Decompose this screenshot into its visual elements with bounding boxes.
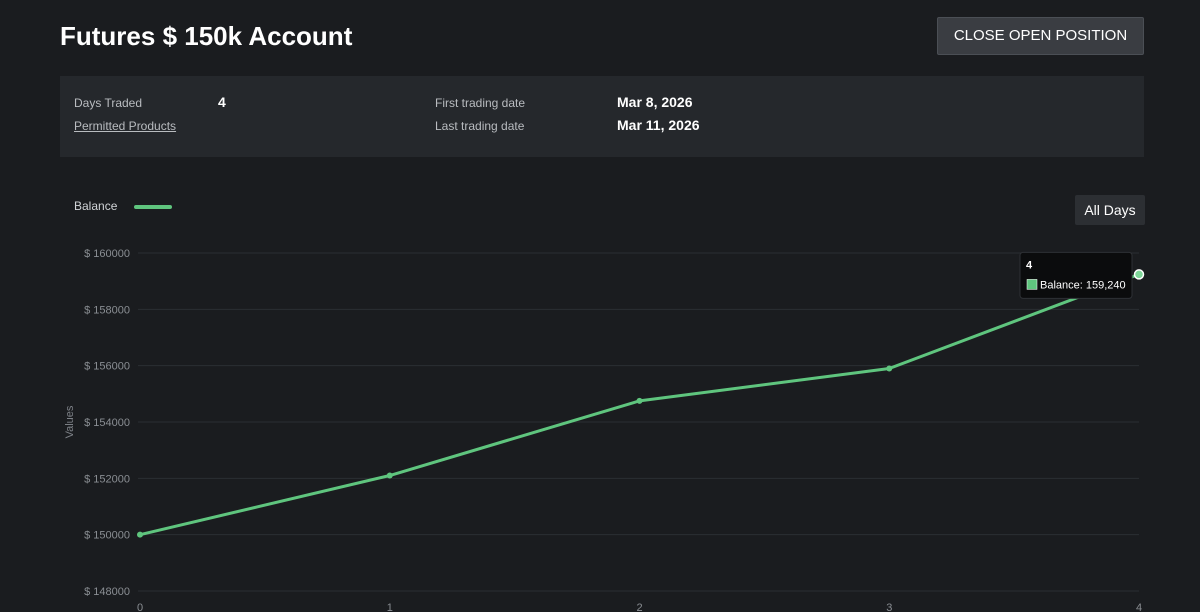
days-traded-value: 4 bbox=[218, 94, 226, 110]
balance-data-point bbox=[636, 397, 643, 404]
all-days-button[interactable]: All Days bbox=[1075, 195, 1145, 225]
last-trading-date-label: Last trading date bbox=[435, 119, 525, 133]
x-tick-label: 1 bbox=[387, 602, 393, 612]
tooltip-title: 4 bbox=[1026, 259, 1033, 271]
y-tick-label: $ 158000 bbox=[84, 304, 130, 316]
x-tick-label: 0 bbox=[137, 602, 143, 612]
first-trading-date-label: First trading date bbox=[435, 96, 526, 110]
tooltip-swatch bbox=[1026, 279, 1038, 290]
y-tick-label: $ 156000 bbox=[84, 361, 130, 373]
y-tick-label: $ 148000 bbox=[84, 586, 130, 598]
y-axis-title: Values bbox=[64, 405, 76, 438]
y-tick-label: $ 160000 bbox=[84, 248, 130, 260]
tooltip-value: Balance: 159,240 bbox=[1040, 279, 1126, 291]
y-tick-label: $ 152000 bbox=[84, 473, 130, 485]
x-tick-label: 4 bbox=[1136, 602, 1142, 612]
permitted-products-link[interactable]: Permitted Products bbox=[74, 119, 177, 133]
balance-data-point bbox=[386, 472, 393, 479]
last-trading-date-value: Mar 11, 2026 bbox=[617, 117, 700, 133]
x-tick-label: 3 bbox=[886, 602, 892, 612]
account-summary-panel: Days Traded 4 Permitted Products First t… bbox=[60, 76, 1144, 157]
close-open-position-button[interactable]: CLOSE OPEN POSITION bbox=[937, 17, 1144, 55]
legend-balance-swatch bbox=[134, 205, 172, 209]
first-trading-date-value: Mar 8, 2026 bbox=[617, 94, 693, 110]
balance-series-line bbox=[138, 272, 1141, 537]
balance-data-point bbox=[886, 365, 893, 372]
balance-data-point bbox=[1133, 269, 1145, 280]
page-title: Futures $ 150k Account bbox=[60, 21, 353, 51]
days-traded-label: Days Traded bbox=[74, 96, 143, 110]
y-tick-label: $ 154000 bbox=[84, 417, 130, 429]
x-tick-label: 2 bbox=[636, 602, 642, 612]
y-tick-label: $ 150000 bbox=[84, 530, 130, 542]
legend-balance-label: Balance bbox=[74, 199, 118, 213]
tooltip-box bbox=[1019, 251, 1133, 299]
balance-data-point bbox=[137, 531, 143, 538]
